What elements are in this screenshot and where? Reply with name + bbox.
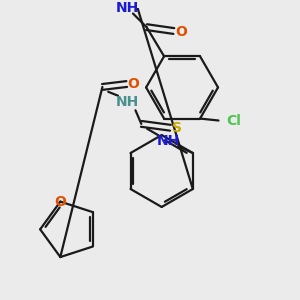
Text: O: O xyxy=(176,25,188,39)
Text: S: S xyxy=(172,121,182,135)
Text: Cl: Cl xyxy=(226,113,241,128)
Text: NH: NH xyxy=(116,1,139,15)
Text: O: O xyxy=(128,77,140,91)
Text: O: O xyxy=(54,195,66,208)
Text: NH: NH xyxy=(116,95,139,110)
Text: NH: NH xyxy=(157,134,180,148)
